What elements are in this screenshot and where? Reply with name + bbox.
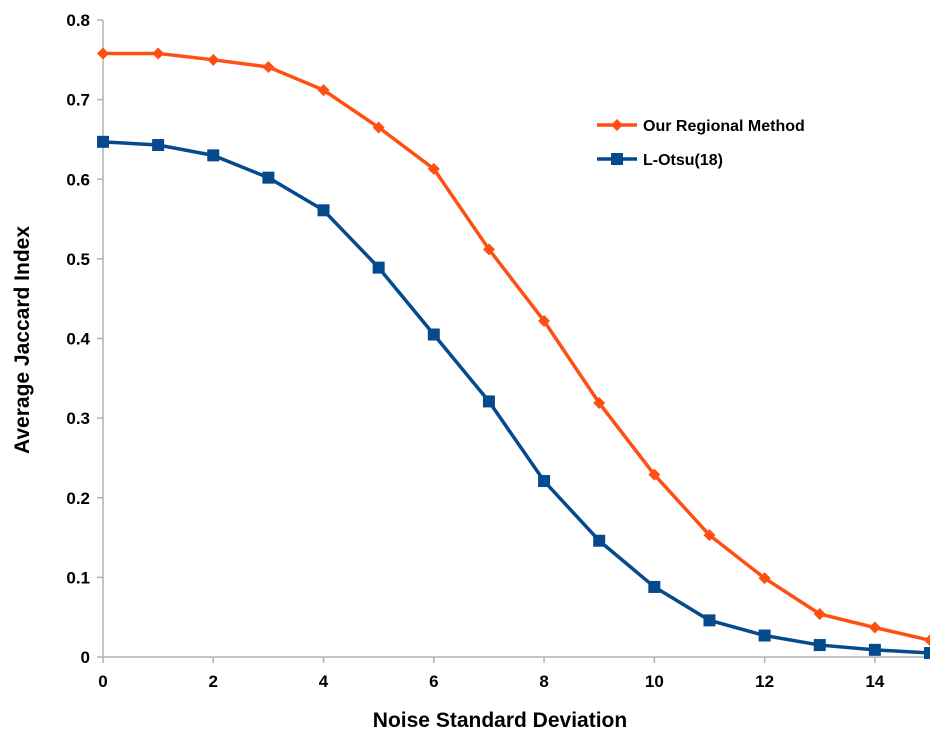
x-tick-label: 10 (645, 672, 664, 691)
legend-item: Our Regional Method (597, 118, 805, 135)
data-point (427, 162, 440, 175)
x-axis-title: Noise Standard Deviation (373, 709, 627, 732)
data-point (317, 84, 330, 97)
y-tick-label: 0.2 (66, 489, 90, 508)
y-tick-label: 0.6 (66, 170, 90, 189)
y-tick-label: 0 (81, 648, 90, 667)
y-ticks: 0 0.1 0.2 0.3 0.4 0.5 0.6 0.7 0.8 (66, 11, 103, 667)
legend-marker (611, 153, 623, 165)
legend-marker (611, 119, 623, 131)
y-tick-label: 0.7 (66, 91, 90, 110)
data-point (97, 135, 109, 148)
data-point (372, 121, 385, 134)
y-axis-title: Average Jaccard Index (11, 226, 34, 454)
data-point (207, 53, 220, 66)
data-point (538, 475, 551, 488)
data-point (758, 572, 771, 585)
x-tick-label: 14 (865, 672, 884, 691)
data-point (317, 204, 330, 217)
y-tick-label: 0.1 (66, 568, 90, 587)
series-line (102, 140, 930, 655)
data-point (703, 529, 716, 542)
data-point (593, 396, 606, 409)
data-point (648, 468, 661, 481)
legend-label: L-Otsu(18) (643, 152, 723, 169)
y-tick-label: 0.8 (66, 11, 90, 30)
data-point (152, 139, 165, 152)
data-point (427, 328, 440, 341)
data-point (152, 47, 165, 60)
y-tick-label: 0.3 (66, 409, 90, 428)
data-point (648, 580, 661, 593)
data-point (262, 60, 275, 73)
x-tick-label: 0 (98, 672, 107, 691)
data-point (868, 643, 881, 656)
data-point (868, 621, 881, 634)
series-our-regional-method (97, 47, 930, 647)
legend-item: L-Otsu(18) (597, 152, 723, 169)
data-point (538, 314, 551, 327)
data-point (207, 149, 220, 162)
x-tick-label: 12 (755, 672, 774, 691)
y-tick-label: 0.4 (66, 330, 90, 349)
data-point (262, 171, 275, 184)
data-point (813, 639, 826, 652)
x-tick-label: 6 (429, 672, 438, 691)
data-point (482, 243, 495, 256)
data-point (813, 608, 826, 621)
series-l-otsu-18 (97, 135, 930, 660)
legend-label: Our Regional Method (643, 118, 805, 135)
data-point (482, 395, 495, 408)
data-point (593, 534, 606, 547)
x-ticks: 0 2 4 6 8 10 12 14 (98, 657, 885, 691)
x-tick-label: 4 (319, 672, 329, 691)
x-tick-label: 2 (209, 672, 218, 691)
y-tick-label: 0.5 (66, 250, 90, 269)
x-tick-label: 8 (539, 672, 548, 691)
data-point (924, 634, 930, 647)
legend: Our Regional Method L-Otsu(18) (597, 118, 805, 169)
data-point (758, 629, 771, 642)
series-layer (97, 47, 930, 660)
data-point (703, 614, 716, 627)
series-line (103, 51, 930, 642)
data-point (924, 647, 930, 660)
axes (102, 20, 930, 658)
data-point (372, 261, 385, 274)
data-point (97, 47, 109, 60)
